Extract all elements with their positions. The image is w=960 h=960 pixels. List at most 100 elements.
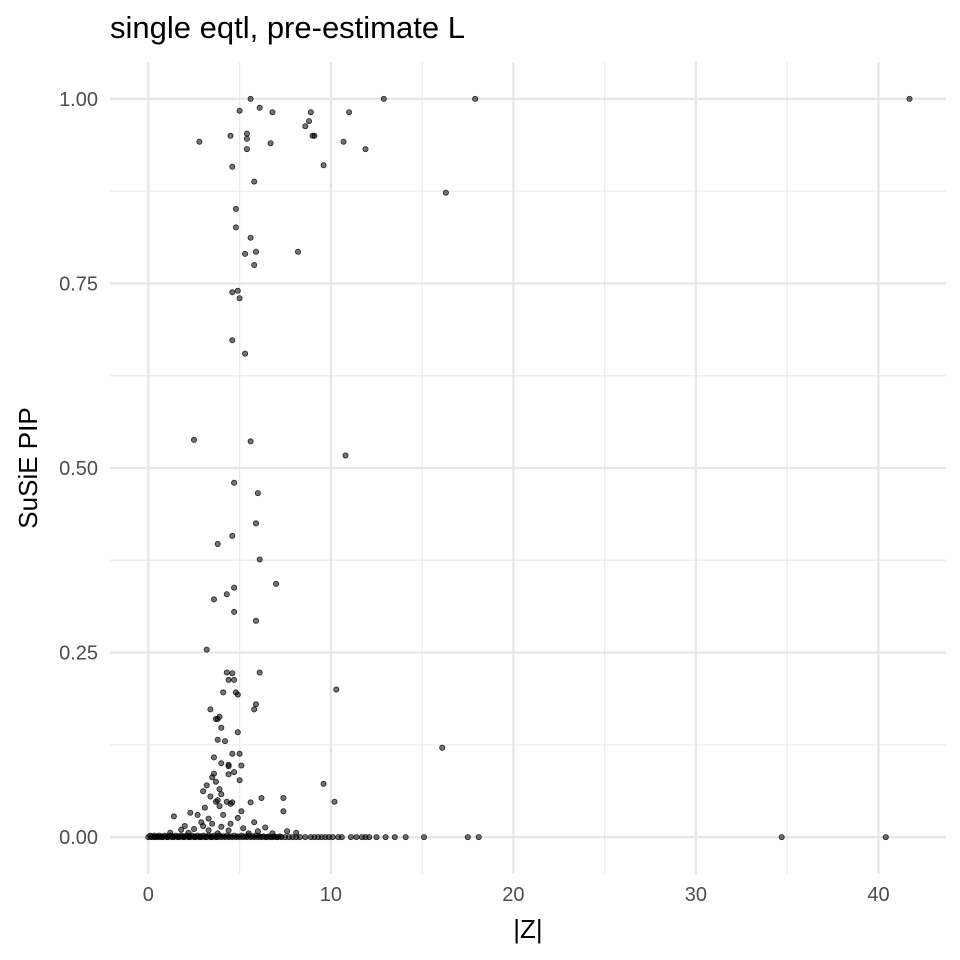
- x-tick-label: 20: [502, 884, 524, 906]
- data-point: [190, 826, 197, 833]
- data-point: [218, 791, 225, 798]
- data-point: [311, 132, 318, 139]
- data-point: [353, 834, 360, 841]
- x-tick-label: 40: [867, 884, 889, 906]
- data-point: [242, 250, 249, 257]
- data-point: [906, 95, 913, 102]
- y-tick-label: 0.50: [59, 458, 98, 480]
- data-point: [252, 520, 259, 527]
- data-point: [214, 736, 221, 743]
- data-point: [247, 95, 254, 102]
- data-point: [262, 824, 269, 831]
- data-point: [236, 777, 243, 784]
- data-point: [223, 591, 230, 598]
- data-point: [225, 827, 232, 834]
- data-point: [209, 774, 216, 781]
- data-point: [302, 123, 309, 130]
- y-tick-label: 0.25: [59, 643, 98, 665]
- data-point: [229, 799, 236, 806]
- data-point: [181, 823, 188, 830]
- data-point: [380, 95, 387, 102]
- data-point: [207, 793, 214, 800]
- chart-title: single eqtl, pre-estimate L: [110, 10, 465, 45]
- y-axis-title: SuSiE PIP: [13, 407, 43, 528]
- data-point: [232, 205, 239, 212]
- data-point: [294, 248, 301, 255]
- data-point: [329, 834, 336, 841]
- data-point: [225, 763, 232, 770]
- data-point: [212, 778, 219, 785]
- data-point: [347, 834, 354, 841]
- data-point: [280, 795, 287, 802]
- data-point: [210, 754, 217, 761]
- data-point: [231, 676, 238, 683]
- data-point: [280, 808, 287, 815]
- data-point: [346, 109, 353, 116]
- data-point: [402, 834, 409, 841]
- data-point: [302, 834, 309, 841]
- data-point: [220, 811, 227, 818]
- data-point: [229, 289, 236, 296]
- data-point: [221, 738, 228, 745]
- data-point: [229, 670, 236, 677]
- data-point: [214, 541, 221, 548]
- data-point: [331, 798, 338, 805]
- data-point: [333, 686, 340, 693]
- data-point: [236, 295, 243, 302]
- data-point: [243, 135, 250, 142]
- data-point: [251, 178, 258, 185]
- data-point: [216, 786, 223, 793]
- data-point: [778, 834, 785, 841]
- data-point: [212, 716, 219, 723]
- data-point: [201, 804, 208, 811]
- data-point: [254, 490, 261, 497]
- data-point: [256, 556, 263, 563]
- data-point: [243, 146, 250, 153]
- data-point: [273, 580, 280, 587]
- data-point: [231, 584, 238, 591]
- data-point: [247, 438, 254, 445]
- data-point: [232, 224, 239, 231]
- y-tick-label: 0.00: [59, 827, 98, 849]
- data-point: [216, 803, 223, 810]
- data-point: [187, 809, 194, 816]
- data-point: [373, 834, 380, 841]
- data-point: [218, 724, 225, 731]
- data-point: [247, 234, 254, 241]
- data-point: [207, 706, 214, 713]
- data-point: [320, 162, 327, 169]
- data-point: [229, 532, 236, 539]
- data-point: [252, 701, 259, 708]
- data-point: [178, 826, 185, 833]
- data-point: [464, 834, 471, 841]
- data-point: [229, 337, 236, 344]
- data-point: [340, 138, 347, 145]
- x-axis-title: |Z|: [513, 914, 542, 944]
- data-point: [225, 676, 232, 683]
- data-point: [227, 820, 234, 827]
- data-point: [252, 617, 259, 624]
- data-point: [362, 146, 369, 153]
- data-point: [210, 596, 217, 603]
- data-point: [190, 436, 197, 443]
- data-point: [247, 799, 254, 806]
- data-point: [231, 479, 238, 486]
- x-axis-ticks: 0 10 20 30 40: [143, 884, 890, 906]
- data-point: [194, 811, 201, 818]
- y-tick-label: 0.75: [59, 273, 98, 295]
- data-points: [145, 95, 913, 841]
- data-point: [234, 287, 241, 294]
- data-point: [234, 814, 241, 821]
- data-point: [256, 669, 263, 676]
- data-point: [366, 834, 373, 841]
- data-point: [231, 608, 238, 615]
- data-point: [205, 815, 212, 822]
- data-point: [218, 760, 225, 767]
- data-point: [251, 819, 258, 826]
- data-point: [305, 118, 312, 125]
- data-point: [242, 350, 249, 357]
- data-point: [234, 691, 241, 698]
- y-tick-label: 1.00: [59, 89, 98, 111]
- data-point: [391, 834, 398, 841]
